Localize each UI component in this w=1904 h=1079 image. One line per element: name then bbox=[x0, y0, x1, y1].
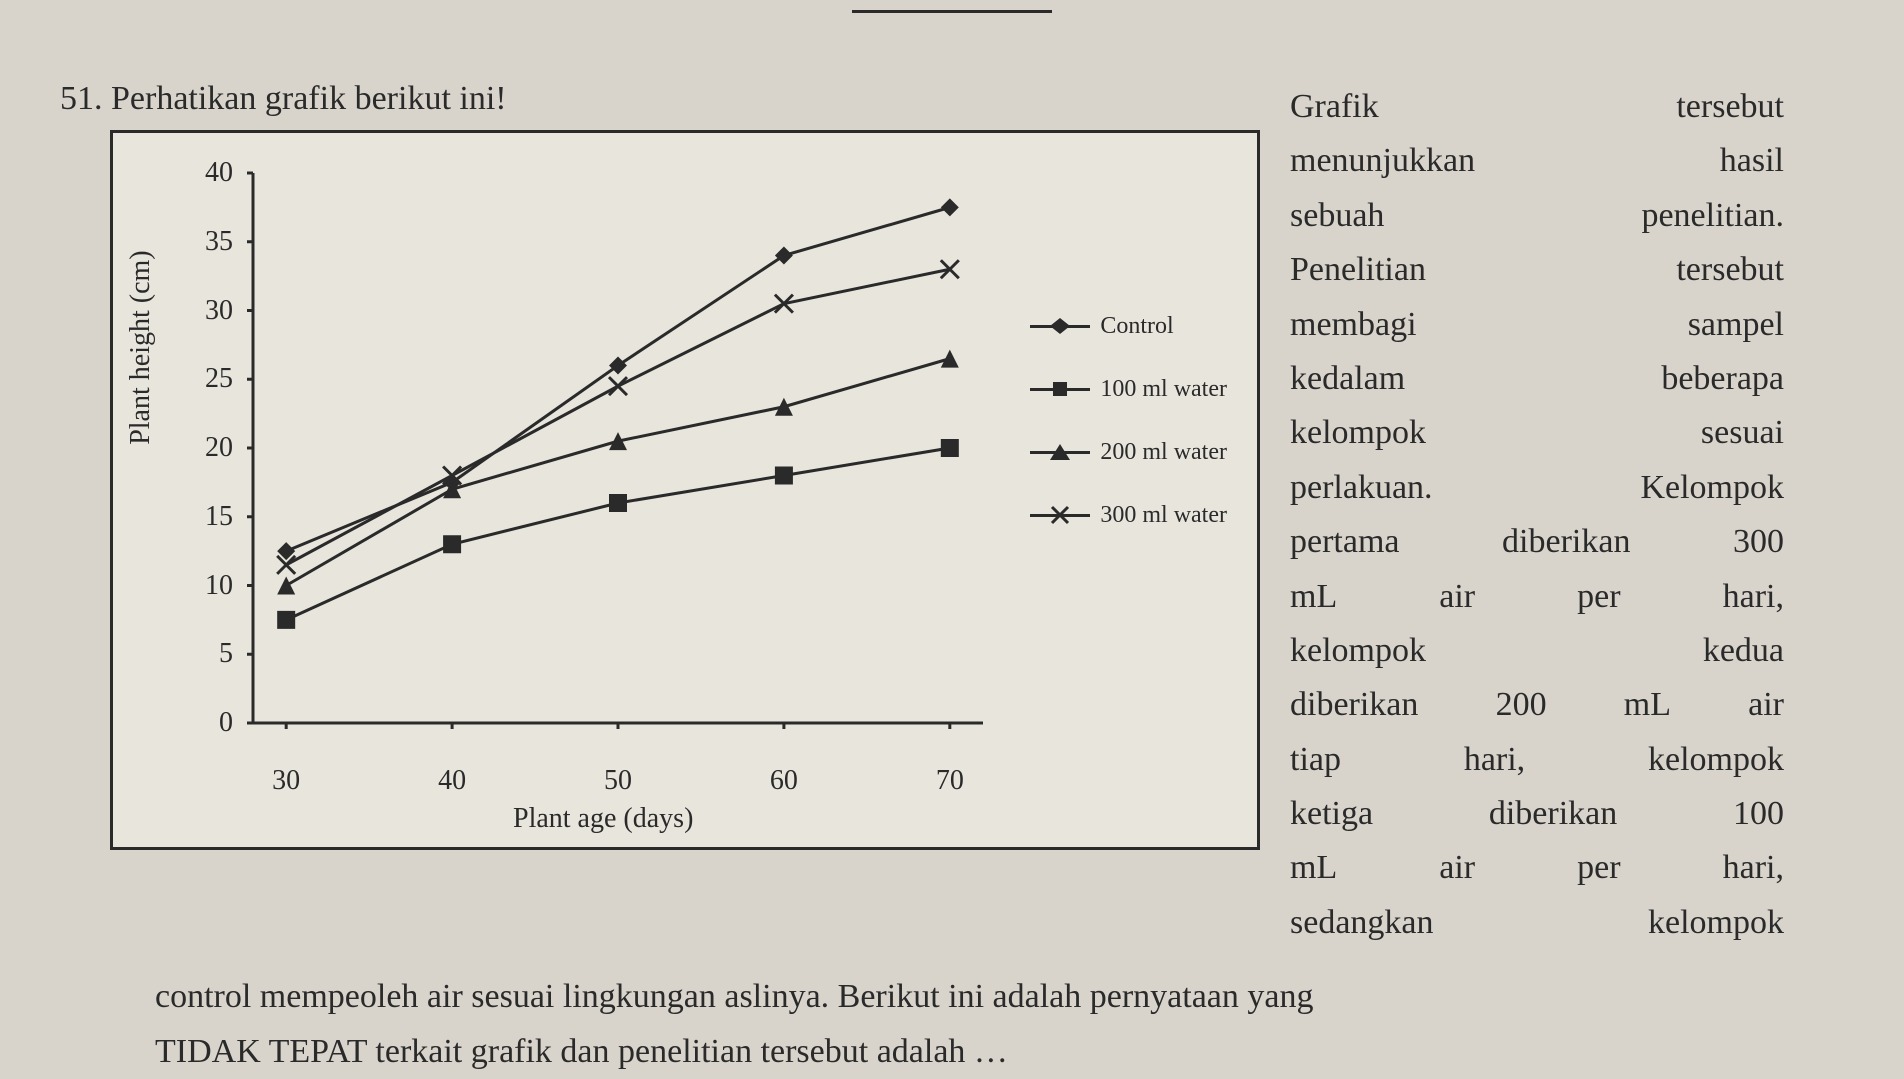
bottom-line-1: control mempeoleh air sesuai lingkungan … bbox=[155, 970, 1844, 1024]
y-tick: 40 bbox=[193, 157, 233, 189]
paragraph-text: Grafiktersebutmenunjukkanhasilsebuahpene… bbox=[1290, 80, 1784, 950]
y-tick: 0 bbox=[193, 707, 233, 739]
legend-label: 300 ml water bbox=[1100, 502, 1227, 529]
legend-item-300ml: 300 ml water bbox=[1030, 502, 1227, 529]
legend-item-100ml: 100 ml water bbox=[1030, 376, 1227, 403]
y-tick: 10 bbox=[193, 570, 233, 602]
legend-label: 100 ml water bbox=[1100, 376, 1227, 403]
bottom-line-2: TIDAK TEPAT terkait grafik dan penelitia… bbox=[155, 1025, 1844, 1079]
right-column: Grafiktersebutmenunjukkanhasilsebuahpene… bbox=[1290, 80, 1844, 950]
chart-svg bbox=[253, 173, 983, 783]
bottom-paragraph: control mempeoleh air sesuai lingkungan … bbox=[155, 970, 1844, 1079]
left-column: 51. Perhatikan grafik berikut ini! Plant… bbox=[60, 80, 1260, 950]
legend-label: 200 ml water bbox=[1100, 439, 1227, 466]
y-tick: 25 bbox=[193, 363, 233, 395]
legend-item-control: Control bbox=[1030, 313, 1227, 340]
question-line: 51. Perhatikan grafik berikut ini! bbox=[60, 80, 1260, 118]
y-tick: 20 bbox=[193, 432, 233, 464]
header-underline bbox=[852, 10, 1052, 13]
y-axis-label: Plant height (cm) bbox=[125, 250, 157, 444]
legend-label: Control bbox=[1100, 313, 1173, 340]
legend-marker-square bbox=[1030, 388, 1090, 391]
legend: Control 100 ml water 200 ml water bbox=[1030, 313, 1227, 565]
legend-item-200ml: 200 ml water bbox=[1030, 439, 1227, 466]
question-text: Perhatikan grafik berikut ini! bbox=[111, 80, 507, 117]
y-tick: 35 bbox=[193, 226, 233, 258]
chart-box: Plant height (cm) Plant age (days) 0 5 10 1… bbox=[110, 130, 1260, 850]
y-tick: 15 bbox=[193, 501, 233, 533]
legend-marker-diamond bbox=[1030, 325, 1090, 328]
legend-marker-triangle bbox=[1030, 451, 1090, 454]
y-tick: 30 bbox=[193, 295, 233, 327]
y-tick: 5 bbox=[193, 638, 233, 670]
content-row: 51. Perhatikan grafik berikut ini! Plant… bbox=[60, 80, 1844, 950]
chart-plot-area bbox=[253, 173, 983, 783]
x-axis-label: Plant age (days) bbox=[513, 803, 693, 835]
legend-marker-x bbox=[1030, 514, 1090, 517]
question-number: 51. bbox=[60, 80, 103, 117]
